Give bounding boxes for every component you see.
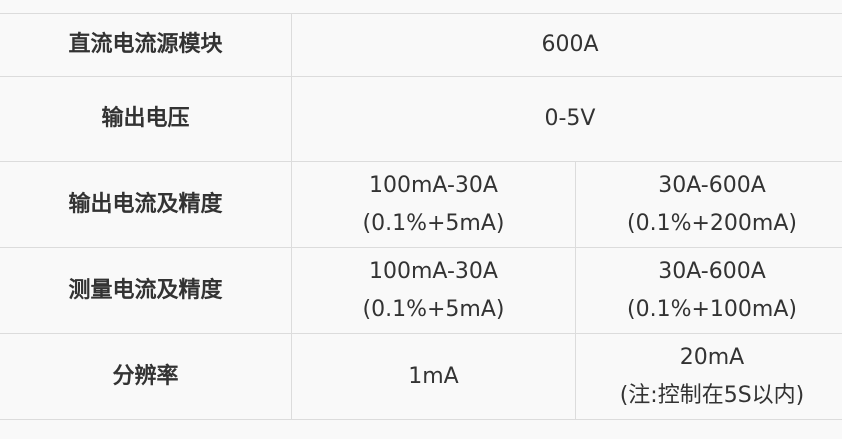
range: 30A-600A (658, 172, 766, 198)
row-label: 分辨率 (0, 333, 292, 420)
range: 100mA-30A (369, 258, 498, 284)
accuracy: (0.1%+5mA) (362, 210, 505, 236)
table-row: 直流电流源模块 600A (0, 13, 842, 77)
range-cell: 100mA-30A (0.1%+5mA) (291, 247, 576, 334)
range: 100mA-30A (369, 172, 498, 198)
resolution-cell: 20mA (注:控制在5S以内) (575, 333, 842, 420)
row-label: 测量电流及精度 (0, 247, 292, 334)
accuracy: (0.1%+100mA) (627, 296, 797, 322)
note: (注:控制在5S以内) (619, 382, 805, 408)
table-row: 输出电压 0-5V (0, 76, 842, 162)
row-label: 直流电流源模块 (0, 13, 292, 77)
row-value: 600A (291, 13, 842, 77)
row-label: 输出电流及精度 (0, 161, 292, 248)
range-cell: 30A-600A (0.1%+200mA) (575, 161, 842, 248)
resolution: 20mA (679, 344, 745, 370)
range-cell: 30A-600A (0.1%+100mA) (575, 247, 842, 334)
resolution-cell: 1mA (291, 333, 576, 420)
table-row: 输出电流及精度 100mA-30A (0.1%+5mA) 30A-600A (0… (0, 161, 842, 248)
table-row: 分辨率 1mA 20mA (注:控制在5S以内) (0, 333, 842, 420)
resolution: 1mA (408, 363, 459, 389)
range: 30A-600A (658, 258, 766, 284)
spec-table: 直流电流源模块 600A 输出电压 0-5V 输出电流及精度 100mA-30A… (0, 13, 842, 420)
accuracy: (0.1%+200mA) (627, 210, 797, 236)
row-value: 0-5V (291, 76, 842, 162)
range-cell: 100mA-30A (0.1%+5mA) (291, 161, 576, 248)
accuracy: (0.1%+5mA) (362, 296, 505, 322)
row-label: 输出电压 (0, 76, 292, 162)
table-row: 测量电流及精度 100mA-30A (0.1%+5mA) 30A-600A (0… (0, 247, 842, 334)
